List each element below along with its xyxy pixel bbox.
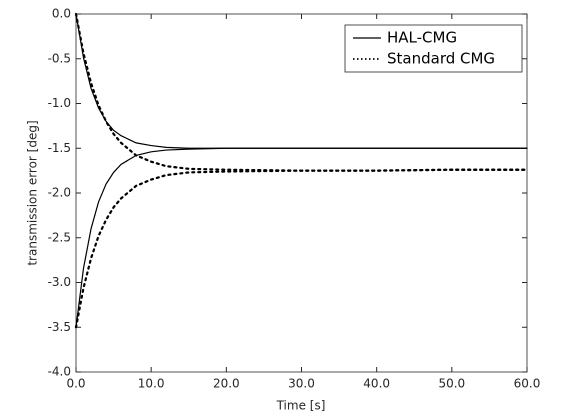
y-tick-label: 0.0	[52, 7, 71, 21]
y-tick-label: -2.5	[48, 230, 71, 244]
plot-frame	[75, 13, 528, 373]
x-tick-label: 30.0	[288, 377, 315, 391]
y-axis-label: transmission error [deg]	[26, 120, 40, 265]
y-tick-label: -1.0	[48, 96, 71, 110]
series-line	[74, 168, 529, 329]
x-axis-label: Time [s]	[276, 399, 326, 413]
y-tick-label: -4.0	[48, 365, 71, 379]
y-tick-label: -1.5	[48, 141, 71, 155]
legend-label: HAL-CMG	[387, 29, 457, 47]
y-tick-label: -0.5	[48, 51, 71, 65]
legend-label: Standard CMG	[387, 50, 495, 68]
series-line	[75, 147, 528, 328]
x-tick-label: 50.0	[438, 377, 465, 391]
x-tick-label: 40.0	[363, 377, 390, 391]
x-tick-label: 60.0	[514, 377, 541, 391]
x-tick-label: 0.0	[66, 377, 85, 391]
y-tick-label: -3.5	[48, 320, 71, 334]
y-tick-label: -3.0	[48, 275, 71, 289]
y-tick-label: -2.0	[48, 186, 71, 200]
x-tick-label: 10.0	[138, 377, 165, 391]
x-tick-label: 20.0	[213, 377, 240, 391]
legend-box	[344, 24, 523, 73]
